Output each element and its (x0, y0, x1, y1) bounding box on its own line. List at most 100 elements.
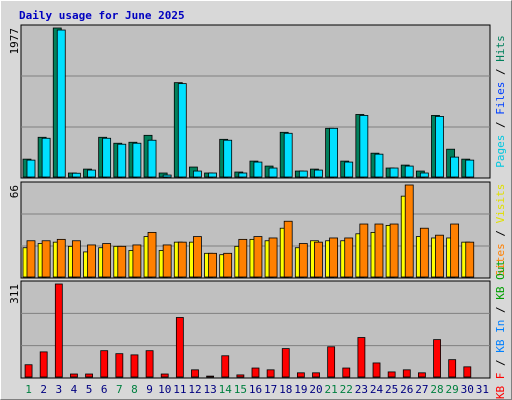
bar (329, 127, 338, 178)
bar (251, 367, 260, 378)
bar (389, 167, 399, 178)
bar (193, 236, 202, 278)
bar (87, 169, 96, 178)
bar (435, 116, 444, 178)
x-tick-label: 31 (476, 383, 489, 396)
x-tick-label: 10 (158, 383, 171, 396)
bar (71, 240, 81, 278)
bar (206, 375, 215, 378)
bar (418, 372, 426, 378)
bar (448, 359, 457, 378)
bar (314, 241, 323, 278)
legend-entry: KB In (494, 320, 507, 353)
bar (102, 137, 112, 178)
bar (238, 238, 248, 278)
x-tick-label: 26 (400, 383, 413, 396)
x-tick-label: 1 (25, 383, 32, 396)
x-tick-label: 2 (40, 383, 47, 396)
bar (70, 373, 78, 378)
panel (20, 280, 491, 379)
bar (100, 350, 109, 378)
bar (102, 243, 112, 278)
bar (435, 234, 444, 278)
y-tick-label: 66 (8, 185, 21, 198)
bar (359, 115, 369, 178)
bar (208, 252, 217, 278)
x-tick-label: 18 (279, 383, 292, 396)
x-tick-label: 27 (415, 383, 428, 396)
bar (314, 169, 323, 178)
y-tick-label: 311 (8, 284, 21, 304)
x-tick-label: 28 (430, 383, 443, 396)
bar (296, 372, 305, 378)
bar (147, 139, 157, 178)
bar (56, 29, 66, 178)
bar (208, 172, 217, 178)
bar (266, 369, 275, 378)
x-tick-label: 16 (249, 383, 262, 396)
bar (344, 237, 354, 278)
bar (465, 159, 475, 178)
x-tick-label: 11 (173, 383, 186, 396)
bar (463, 366, 472, 378)
legend: Sites / Visits (494, 184, 507, 277)
bar (71, 172, 81, 178)
bar (56, 238, 66, 278)
bar (223, 139, 233, 178)
x-tick-label: 29 (446, 383, 459, 396)
x-tick-label: 4 (71, 383, 78, 396)
bar (175, 317, 184, 378)
x-tick-label: 3 (56, 383, 63, 396)
bar (298, 170, 308, 178)
legend: KB F / KB In / KB Out (494, 260, 507, 399)
x-tick-label: 6 (101, 383, 108, 396)
bar (312, 372, 320, 378)
bar (298, 243, 308, 278)
bar (160, 373, 169, 378)
bar (329, 237, 338, 278)
legend-entry: Visits (494, 184, 507, 224)
bar (342, 367, 351, 378)
bar (450, 156, 460, 178)
bar (374, 223, 384, 278)
bar (268, 167, 278, 178)
panel (20, 24, 491, 179)
legend-entry: Sites (494, 243, 507, 276)
x-tick-label: 17 (264, 383, 277, 396)
x-tick-label: 5 (86, 383, 93, 396)
bar (177, 241, 187, 278)
x-tick-label: 8 (131, 383, 138, 396)
bar (465, 241, 475, 278)
bar (402, 369, 411, 378)
bar (193, 170, 202, 178)
bar (162, 244, 172, 278)
bar (41, 137, 51, 178)
bar (132, 244, 142, 278)
x-tick-label: 30 (461, 383, 474, 396)
legend-entry: Hits (494, 35, 507, 62)
x-tick-label: 22 (340, 383, 353, 396)
bar (387, 371, 396, 378)
bar (41, 240, 51, 278)
x-tick-label: 19 (294, 383, 307, 396)
bar (87, 244, 96, 278)
legend-entry: / (494, 300, 507, 320)
legend-entry: / (494, 223, 507, 243)
bar (389, 223, 399, 278)
bar (26, 240, 36, 278)
legend-entry: / (494, 353, 507, 373)
y-tick-label: 1977 (8, 28, 21, 55)
bar (359, 223, 369, 278)
bar (404, 184, 414, 278)
bar (223, 252, 233, 278)
legend: Pages / Files / Hits (494, 35, 507, 168)
legend-entry: KB F (494, 373, 507, 400)
bar (253, 236, 263, 278)
bar (404, 165, 414, 178)
bar (221, 355, 230, 378)
x-tick-label: 15 (234, 383, 247, 396)
bar (374, 153, 384, 178)
legend-entry: Pages (494, 135, 507, 168)
bar (130, 354, 139, 378)
